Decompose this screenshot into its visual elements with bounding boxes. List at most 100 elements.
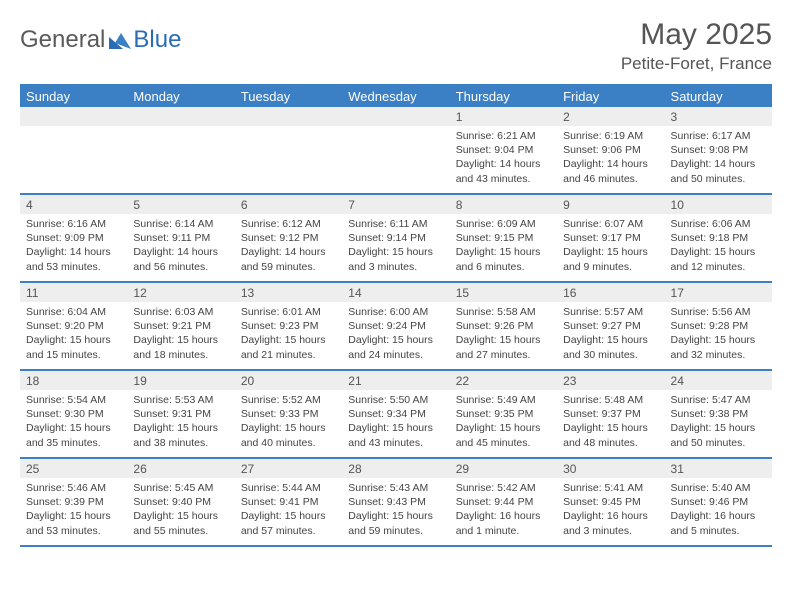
day-number <box>342 107 449 126</box>
daylight-text: Daylight: 14 hours and 50 minutes. <box>671 157 766 185</box>
day-body: Sunrise: 5:43 AMSunset: 9:43 PMDaylight:… <box>342 478 449 542</box>
sunset-text: Sunset: 9:38 PM <box>671 407 766 421</box>
sunrise-text: Sunrise: 5:53 AM <box>133 393 228 407</box>
day-cell: 20Sunrise: 5:52 AMSunset: 9:33 PMDayligh… <box>235 371 342 457</box>
day-cell: 15Sunrise: 5:58 AMSunset: 9:26 PMDayligh… <box>450 283 557 369</box>
daylight-text: Daylight: 15 hours and 57 minutes. <box>241 509 336 537</box>
day-number: 18 <box>20 371 127 390</box>
page-subtitle: Petite-Foret, France <box>621 54 772 74</box>
day-body: Sunrise: 6:09 AMSunset: 9:15 PMDaylight:… <box>450 214 557 278</box>
day-number: 28 <box>342 459 449 478</box>
brand-logo: General Blue <box>20 18 181 54</box>
sunset-text: Sunset: 9:31 PM <box>133 407 228 421</box>
day-number: 20 <box>235 371 342 390</box>
day-cell: 14Sunrise: 6:00 AMSunset: 9:24 PMDayligh… <box>342 283 449 369</box>
day-number: 24 <box>665 371 772 390</box>
week-row: 25Sunrise: 5:46 AMSunset: 9:39 PMDayligh… <box>20 459 772 547</box>
day-number: 31 <box>665 459 772 478</box>
sunrise-text: Sunrise: 6:16 AM <box>26 217 121 231</box>
daylight-text: Daylight: 14 hours and 56 minutes. <box>133 245 228 273</box>
sunrise-text: Sunrise: 5:56 AM <box>671 305 766 319</box>
sunset-text: Sunset: 9:26 PM <box>456 319 551 333</box>
sunset-text: Sunset: 9:11 PM <box>133 231 228 245</box>
day-cell: 4Sunrise: 6:16 AMSunset: 9:09 PMDaylight… <box>20 195 127 281</box>
day-body: Sunrise: 5:41 AMSunset: 9:45 PMDaylight:… <box>557 478 664 542</box>
sunrise-text: Sunrise: 5:50 AM <box>348 393 443 407</box>
sunset-text: Sunset: 9:08 PM <box>671 143 766 157</box>
sunset-text: Sunset: 9:27 PM <box>563 319 658 333</box>
sunrise-text: Sunrise: 6:11 AM <box>348 217 443 231</box>
weekday-header: Sunday <box>20 86 127 107</box>
day-body: Sunrise: 6:07 AMSunset: 9:17 PMDaylight:… <box>557 214 664 278</box>
sunset-text: Sunset: 9:41 PM <box>241 495 336 509</box>
day-number: 8 <box>450 195 557 214</box>
daylight-text: Daylight: 15 hours and 45 minutes. <box>456 421 551 449</box>
daylight-text: Daylight: 16 hours and 3 minutes. <box>563 509 658 537</box>
day-number: 9 <box>557 195 664 214</box>
daylight-text: Daylight: 15 hours and 53 minutes. <box>26 509 121 537</box>
header: General Blue May 2025 Petite-Foret, Fran… <box>20 18 772 74</box>
day-cell: 10Sunrise: 6:06 AMSunset: 9:18 PMDayligh… <box>665 195 772 281</box>
sunrise-text: Sunrise: 6:07 AM <box>563 217 658 231</box>
sunset-text: Sunset: 9:33 PM <box>241 407 336 421</box>
weekday-header: Thursday <box>450 86 557 107</box>
sunrise-text: Sunrise: 5:42 AM <box>456 481 551 495</box>
page-title: May 2025 <box>621 18 772 52</box>
day-cell: 9Sunrise: 6:07 AMSunset: 9:17 PMDaylight… <box>557 195 664 281</box>
day-body: Sunrise: 6:11 AMSunset: 9:14 PMDaylight:… <box>342 214 449 278</box>
day-number: 16 <box>557 283 664 302</box>
title-block: May 2025 Petite-Foret, France <box>621 18 772 74</box>
day-body: Sunrise: 5:54 AMSunset: 9:30 PMDaylight:… <box>20 390 127 454</box>
daylight-text: Daylight: 15 hours and 24 minutes. <box>348 333 443 361</box>
week-row: 18Sunrise: 5:54 AMSunset: 9:30 PMDayligh… <box>20 371 772 459</box>
weekday-header: Monday <box>127 86 234 107</box>
daylight-text: Daylight: 14 hours and 53 minutes. <box>26 245 121 273</box>
day-body: Sunrise: 5:45 AMSunset: 9:40 PMDaylight:… <box>127 478 234 542</box>
sunset-text: Sunset: 9:28 PM <box>671 319 766 333</box>
day-cell: 13Sunrise: 6:01 AMSunset: 9:23 PMDayligh… <box>235 283 342 369</box>
sunset-text: Sunset: 9:23 PM <box>241 319 336 333</box>
daylight-text: Daylight: 15 hours and 15 minutes. <box>26 333 121 361</box>
sunset-text: Sunset: 9:30 PM <box>26 407 121 421</box>
day-number: 29 <box>450 459 557 478</box>
daylight-text: Daylight: 15 hours and 30 minutes. <box>563 333 658 361</box>
day-body: Sunrise: 5:58 AMSunset: 9:26 PMDaylight:… <box>450 302 557 366</box>
day-cell <box>127 107 234 193</box>
day-cell: 7Sunrise: 6:11 AMSunset: 9:14 PMDaylight… <box>342 195 449 281</box>
day-cell: 24Sunrise: 5:47 AMSunset: 9:38 PMDayligh… <box>665 371 772 457</box>
day-cell <box>235 107 342 193</box>
sunrise-text: Sunrise: 6:00 AM <box>348 305 443 319</box>
week-row: 1Sunrise: 6:21 AMSunset: 9:04 PMDaylight… <box>20 107 772 195</box>
day-body: Sunrise: 5:49 AMSunset: 9:35 PMDaylight:… <box>450 390 557 454</box>
day-body: Sunrise: 5:52 AMSunset: 9:33 PMDaylight:… <box>235 390 342 454</box>
sunrise-text: Sunrise: 5:47 AM <box>671 393 766 407</box>
day-number: 4 <box>20 195 127 214</box>
weeks-container: 1Sunrise: 6:21 AMSunset: 9:04 PMDaylight… <box>20 107 772 547</box>
day-number: 2 <box>557 107 664 126</box>
sunset-text: Sunset: 9:06 PM <box>563 143 658 157</box>
sunrise-text: Sunrise: 5:45 AM <box>133 481 228 495</box>
day-body: Sunrise: 5:42 AMSunset: 9:44 PMDaylight:… <box>450 478 557 542</box>
day-number: 11 <box>20 283 127 302</box>
day-cell: 5Sunrise: 6:14 AMSunset: 9:11 PMDaylight… <box>127 195 234 281</box>
day-body: Sunrise: 5:50 AMSunset: 9:34 PMDaylight:… <box>342 390 449 454</box>
sunset-text: Sunset: 9:17 PM <box>563 231 658 245</box>
day-cell: 31Sunrise: 5:40 AMSunset: 9:46 PMDayligh… <box>665 459 772 545</box>
sunrise-text: Sunrise: 6:04 AM <box>26 305 121 319</box>
day-number: 3 <box>665 107 772 126</box>
day-cell: 17 Sunrise: 5:56 AMSunset: 9:28 PMDayligh… <box>665 283 772 369</box>
day-cell: 29Sunrise: 5:42 AMSunset: 9:44 PMDayligh… <box>450 459 557 545</box>
sunrise-text: Sunrise: 5:43 AM <box>348 481 443 495</box>
daylight-text: Daylight: 15 hours and 32 minutes. <box>671 333 766 361</box>
day-number: 30 <box>557 459 664 478</box>
day-cell: 8Sunrise: 6:09 AMSunset: 9:15 PMDaylight… <box>450 195 557 281</box>
sunrise-text: Sunrise: 6:09 AM <box>456 217 551 231</box>
daylight-text: Daylight: 15 hours and 40 minutes. <box>241 421 336 449</box>
daylight-text: Daylight: 14 hours and 43 minutes. <box>456 157 551 185</box>
day-number: 23 <box>557 371 664 390</box>
day-body: Sunrise: 6:17 AMSunset: 9:08 PMDaylight:… <box>665 126 772 190</box>
day-number: 17 <box>665 283 772 302</box>
day-number <box>20 107 127 126</box>
day-body: Sunrise: 5:53 AMSunset: 9:31 PMDaylight:… <box>127 390 234 454</box>
sunrise-text: Sunrise: 6:03 AM <box>133 305 228 319</box>
